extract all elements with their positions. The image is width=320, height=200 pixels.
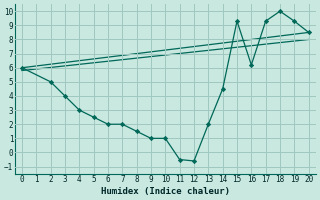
X-axis label: Humidex (Indice chaleur): Humidex (Indice chaleur) xyxy=(101,187,230,196)
